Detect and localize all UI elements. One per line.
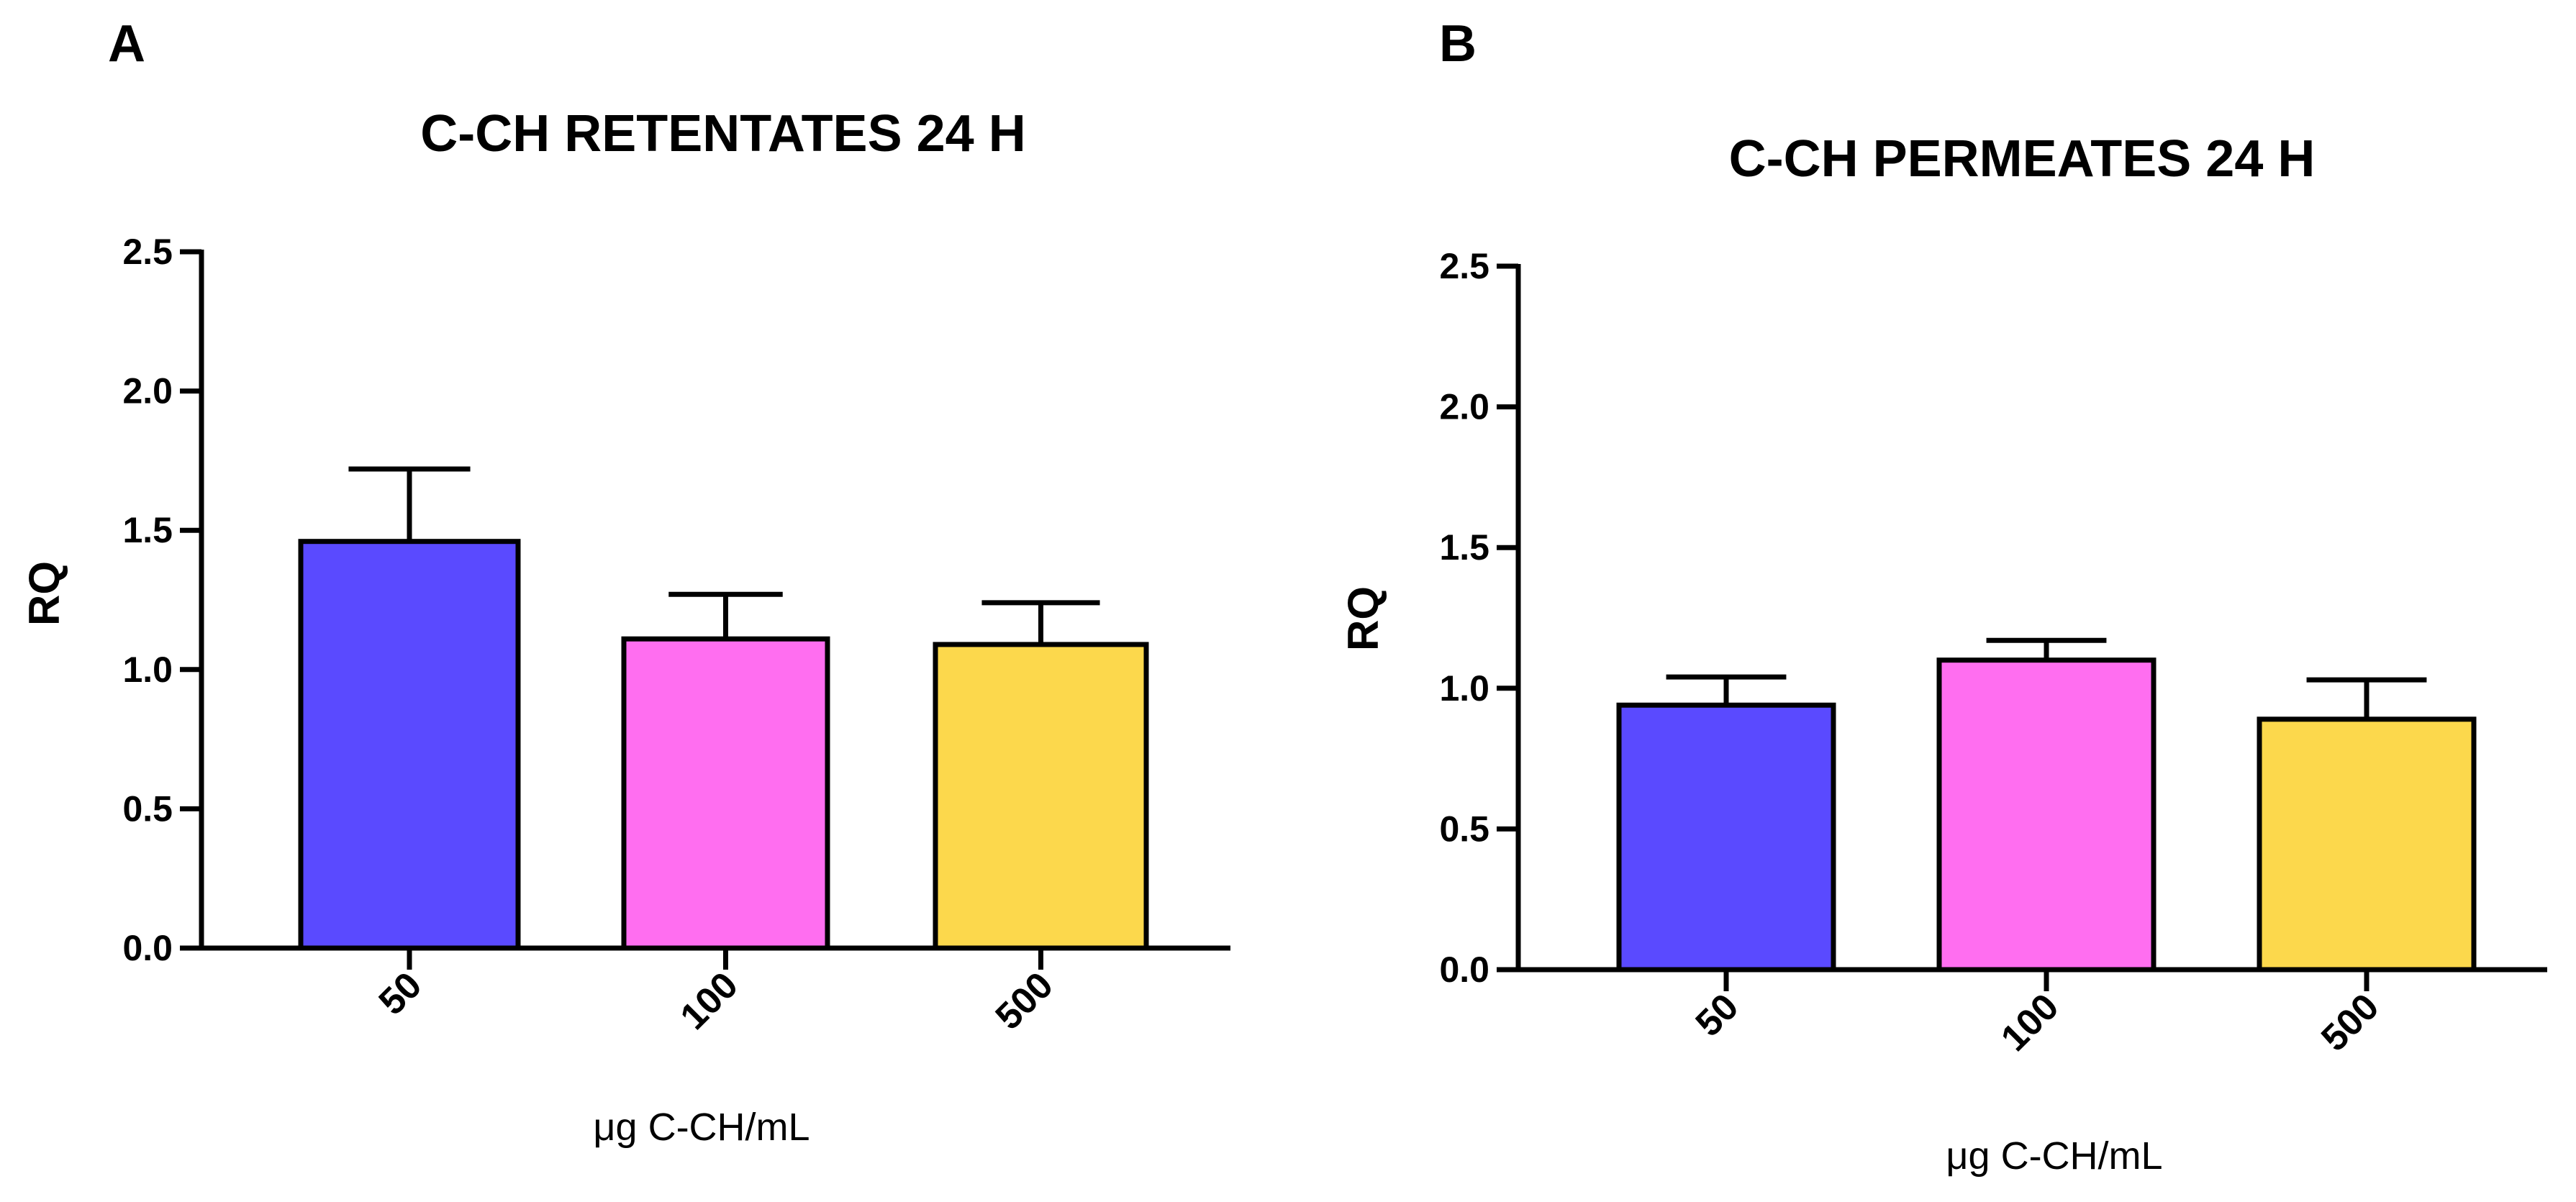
y-tick-label-a-3: 1.5 — [122, 510, 173, 550]
y-tick-label-b-2: 1.0 — [1439, 668, 1489, 709]
panel-letter-b: B — [1439, 15, 1477, 73]
x-tick-label-b-50: 50 — [1688, 985, 1747, 1044]
bar-a-50 — [298, 539, 521, 951]
y-tick-label-b-0: 0.0 — [1439, 950, 1489, 990]
bars-b — [1616, 657, 2477, 973]
y-tick-label-a-2: 1.0 — [122, 650, 173, 690]
y-tick-label-b-4: 2.0 — [1439, 387, 1489, 427]
chart-panel-b: B C-CH PERMEATES 24 H 0.0 0.5 1.0 1.5 2.0 2.5… — [1339, 15, 2547, 1178]
y-axis-label-b: RQ — [1339, 586, 1387, 651]
panel-letter-a: A — [108, 15, 145, 73]
error-bars-a — [348, 466, 1100, 645]
x-tick-label-a-50: 50 — [371, 964, 430, 1023]
y-tick-label-b-5: 2.5 — [1439, 246, 1489, 286]
y-axis-label-a: RQ — [20, 561, 68, 626]
x-ticks-a: 50 100 500 — [371, 948, 1061, 1038]
x-tick-label-b-100: 100 — [1993, 985, 2067, 1059]
bar-a-100 — [621, 636, 830, 951]
bar-a-500 — [933, 642, 1149, 951]
chart-panel-a: A C-CH RETENTATES 24 H 0.0 0.5 1.0 1.5 2.0 2.… — [20, 15, 1230, 1149]
y-ticks-a: 0.0 0.5 1.0 1.5 2.0 2.5 — [122, 232, 201, 968]
bars-a — [298, 539, 1149, 951]
y-tick-label-a-1: 0.5 — [122, 788, 173, 829]
x-axis-label-b: μg C-CH/mL — [1946, 1134, 2162, 1178]
y-tick-label-a-0: 0.0 — [122, 928, 173, 968]
x-tick-label-a-100: 100 — [673, 964, 746, 1037]
chart-title-a: C-CH RETENTATES 24 H — [420, 105, 1025, 163]
x-tick-label-b-500: 500 — [2313, 985, 2387, 1059]
x-axis-label-a: μg C-CH/mL — [593, 1106, 809, 1149]
y-tick-label-a-4: 2.0 — [122, 371, 173, 411]
y-tick-label-b-1: 0.5 — [1439, 809, 1489, 849]
x-ticks-b: 50 100 500 — [1688, 970, 2387, 1060]
y-tick-label-a-5: 2.5 — [122, 232, 173, 272]
y-tick-label-b-3: 1.5 — [1439, 527, 1489, 568]
error-bars-b — [1666, 637, 2427, 719]
chart-title-b: C-CH PERMEATES 24 H — [1729, 130, 2316, 188]
x-tick-label-a-500: 500 — [988, 964, 1061, 1037]
bar-b-100 — [1936, 657, 2157, 973]
bar-b-50 — [1616, 702, 1836, 973]
y-ticks-b: 0.0 0.5 1.0 1.5 2.0 2.5 — [1439, 246, 1518, 990]
bar-b-500 — [2257, 716, 2477, 973]
